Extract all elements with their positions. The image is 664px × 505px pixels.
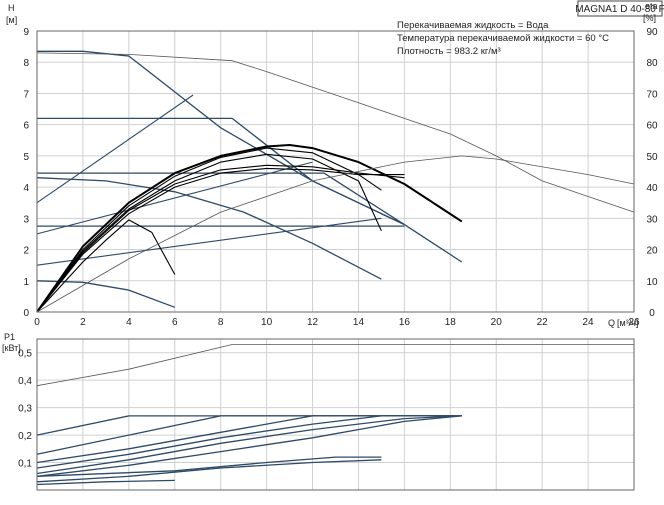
x-tick-label: 14 <box>353 317 365 328</box>
x-tick-label: 26 <box>628 317 640 328</box>
y-tick-label: 1 <box>23 277 29 288</box>
y-tick-label: 4 <box>23 183 29 194</box>
y2-tick-label: 30 <box>646 214 658 225</box>
y2-tick-label: 10 <box>646 277 658 288</box>
y2-axis-unit: [%] <box>643 13 656 23</box>
y-tick-label: 8 <box>23 58 29 69</box>
y2-tick-label: 20 <box>646 246 658 257</box>
power-curve-3 <box>36 415 462 464</box>
curve-system-6 <box>36 94 194 204</box>
power-tick-label: 0,2 <box>18 431 32 442</box>
y-tick-label: 9 <box>23 27 29 38</box>
y-tick-label: 3 <box>23 214 29 225</box>
y-tick-label: 5 <box>23 152 29 163</box>
power-curve-5 <box>36 415 462 475</box>
y2-tick-label: 0 <box>649 308 655 319</box>
chart-title: MAGNA1 D 40-80 F <box>575 4 664 15</box>
x-tick-label: 16 <box>399 317 411 328</box>
x-tick-label: 18 <box>445 317 457 328</box>
y2-tick-label: 50 <box>646 152 658 163</box>
plot-frame-bottom <box>36 338 635 491</box>
power-tick-label: 0,3 <box>18 404 32 415</box>
power-tick-label: 0,1 <box>18 459 32 470</box>
curve-duty-13 <box>36 167 405 313</box>
x-tick-label: 6 <box>172 317 178 328</box>
x-tick-label: 4 <box>126 317 132 328</box>
y2-tick-label: 60 <box>646 121 658 132</box>
x-tick-label: 0 <box>34 317 40 328</box>
x-tick-label: 10 <box>261 317 273 328</box>
x-tick-label: 8 <box>218 317 224 328</box>
annotation-density: Плотность = 983.2 кг/м³ <box>397 46 501 57</box>
series-layer <box>36 50 635 486</box>
annotation-fluid: Перекачиваемая жидкость = Вода <box>397 20 549 31</box>
axis-layer: 0 2 4 6 8 10 12 14 16 18 20 22 24 2601234567890102030… <box>18 27 658 491</box>
curve-system-8 <box>36 217 382 266</box>
x-tick-label: 20 <box>491 317 503 328</box>
x-axis-label: Q <box>608 318 615 328</box>
curve-eta-15 <box>36 52 635 213</box>
y2-tick-label: 80 <box>646 58 658 69</box>
x-tick-label: 24 <box>583 317 595 328</box>
curve-eta-16 <box>36 155 635 313</box>
y2-axis-label: eta <box>645 1 658 11</box>
y-axis-label: H <box>8 3 15 13</box>
plot-frame-top <box>36 30 635 313</box>
curve-pump-1 <box>37 117 405 226</box>
y-tick-label: 0 <box>23 308 29 319</box>
y2-tick-label: 90 <box>646 27 658 38</box>
x-tick-label: 22 <box>537 317 549 328</box>
y-tick-label: 7 <box>23 89 29 100</box>
y-tick-label: 6 <box>23 121 29 132</box>
power-curve-9 <box>36 479 175 486</box>
curve-duty-9 <box>36 144 463 313</box>
power-tick-label: 0,5 <box>18 349 32 360</box>
x-tick-label: 2 <box>80 317 86 328</box>
x-axis-unit: [м³/ч] <box>617 318 638 328</box>
curve-system-7 <box>36 161 313 235</box>
curve-pump-4 <box>36 177 382 280</box>
power-curve-4 <box>36 415 462 469</box>
power-tick-label: 0,4 <box>18 376 32 387</box>
power-curve-0 <box>36 344 634 387</box>
annotation-temperature: Температура перекачиваемой жидкости = 60… <box>397 33 609 44</box>
curve-duty-12 <box>36 164 405 313</box>
curve-duty-11 <box>36 153 382 313</box>
power-axis-unit: [кВт] <box>2 343 21 353</box>
y2-tick-label: 70 <box>646 89 658 100</box>
power-axis-label: P1 <box>4 332 15 342</box>
curve-pump-2 <box>37 172 405 226</box>
power-curve-6 <box>36 415 462 477</box>
y-axis-unit: [м] <box>6 15 17 25</box>
y2-tick-label: 40 <box>646 183 658 194</box>
power-curve-8 <box>36 456 382 477</box>
y-tick-label: 2 <box>23 246 29 257</box>
power-curve-7 <box>36 459 382 483</box>
title-box <box>577 0 663 17</box>
curve-duty-10 <box>36 147 382 313</box>
x-tick-label: 12 <box>307 317 319 328</box>
curve-duty-14 <box>36 219 176 313</box>
